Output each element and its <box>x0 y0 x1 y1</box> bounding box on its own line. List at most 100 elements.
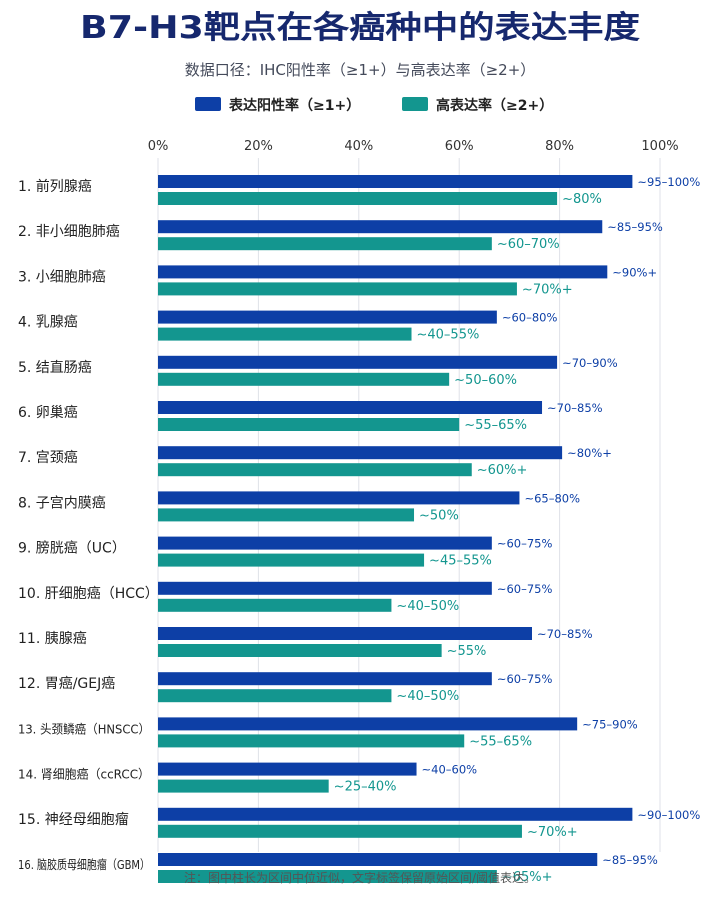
bar-high-expression-rate <box>158 237 492 251</box>
bar-positive-rate <box>158 355 558 369</box>
bar-positive-rate <box>158 762 417 776</box>
category-label: 3. 小细胞肺癌 <box>18 269 106 285</box>
data-label-positive-rate: ~60–75% <box>497 537 553 551</box>
category-row: 16. 脑胶质母细胞瘤（GBM） ~85–95% ~65%+ <box>18 853 658 885</box>
category-row: 12. 胃癌/GEJ癌 ~60–75% ~40–50% <box>18 672 552 704</box>
data-label-high-expression-rate: ~40–55% <box>417 328 480 343</box>
data-label-positive-rate: ~70–90% <box>562 356 618 370</box>
data-label-positive-rate: ~80%+ <box>567 446 612 460</box>
category-row: 15. 神经母细胞瘤 ~90–100% ~70%+ <box>18 807 700 840</box>
data-label-positive-rate: ~40–60% <box>422 763 478 777</box>
category-label: 12. 胃癌/GEJ癌 <box>18 676 115 692</box>
bar-positive-rate <box>158 401 543 414</box>
data-label-positive-rate: ~60–75% <box>497 672 553 686</box>
chart-subtitle: 数据口径：IHC阳性率（≥1+）与高表达率（≥2+） <box>185 61 536 79</box>
category-label: 1. 前列腺癌 <box>18 178 92 195</box>
data-label-positive-rate: ~70–85% <box>547 401 603 415</box>
bar-high-expression-rate <box>158 598 392 612</box>
bar-high-expression-rate <box>158 553 425 567</box>
category-label: 8. 子宫内膜癌 <box>18 495 106 511</box>
bars: 1. 前列腺癌 ~95–100% ~80% 2. 非小细胞肺癌 ~85–95% ~60–7… <box>18 175 700 885</box>
bar-high-expression-rate <box>158 824 522 838</box>
data-label-high-expression-rate: ~60–70% <box>497 237 560 252</box>
category-row: 10. 肝细胞癌（HCC） ~60–75% ~40–50% <box>18 581 552 614</box>
bar-positive-rate <box>158 446 563 460</box>
bar-positive-rate <box>158 310 497 324</box>
data-label-positive-rate: ~60–80% <box>502 311 558 325</box>
data-label-high-expression-rate: ~40–50% <box>396 599 459 614</box>
data-label-high-expression-rate: ~45–55% <box>429 554 492 569</box>
data-label-high-expression-rate: ~50–60% <box>454 373 517 388</box>
data-label-high-expression-rate: ~55–65% <box>464 418 527 433</box>
data-label-high-expression-rate: ~60%+ <box>477 463 528 478</box>
data-label-positive-rate: ~85–95% <box>602 853 658 867</box>
bar-high-expression-rate <box>158 644 442 657</box>
bar-high-expression-rate <box>158 734 465 748</box>
data-label-high-expression-rate: ~65%+ <box>502 870 553 885</box>
legend-swatch-positive <box>195 97 221 111</box>
data-label-positive-rate: ~90–100% <box>637 808 700 822</box>
bar-high-expression-rate <box>158 779 329 793</box>
legend-label-high: 高表达率（≥2+） <box>436 97 553 114</box>
category-label: 4. 乳腺癌 <box>18 315 78 331</box>
bar-positive-rate <box>158 265 608 279</box>
x-tick-label: 0% <box>148 139 169 154</box>
data-label-high-expression-rate: ~55–65% <box>469 734 532 749</box>
legend-swatch-high <box>402 97 428 111</box>
grid <box>157 158 661 852</box>
category-row: 14. 肾细胞癌（ccRCC） ~40–60% ~25–40% <box>18 762 478 795</box>
category-row: 1. 前列腺癌 ~95–100% ~80% <box>18 175 700 207</box>
data-label-high-expression-rate: ~25–40% <box>334 780 397 795</box>
x-tick-label: 80% <box>545 139 574 154</box>
bar-positive-rate <box>158 672 492 686</box>
category-row: 9. 膀胱癌（UC） ~60–75% ~45–55% <box>18 536 553 569</box>
bar-positive-rate <box>158 220 603 234</box>
bar-high-expression-rate <box>158 418 460 431</box>
data-label-high-expression-rate: ~70%+ <box>522 282 573 297</box>
data-label-high-expression-rate: ~80% <box>562 192 602 207</box>
bar-high-expression-rate <box>158 192 558 205</box>
bar-positive-rate <box>158 627 532 640</box>
legend-label-positive: 表达阳性率（≥1+） <box>228 97 360 114</box>
chart-title: B7-H3靶点在各癌种中的表达丰度 <box>80 10 640 46</box>
data-label-positive-rate: ~95–100% <box>637 175 700 189</box>
bar-positive-rate <box>158 807 633 821</box>
category-label: 6. 卵巢癌 <box>18 405 78 421</box>
category-row: 2. 非小细胞肺癌 ~85–95% ~60–70% <box>18 220 663 252</box>
category-row: 8. 子宫内膜癌 ~65–80% ~50% <box>18 491 580 523</box>
bar-high-expression-rate <box>158 508 415 522</box>
x-tick-label: 20% <box>244 139 273 154</box>
bar-high-expression-rate <box>158 463 472 477</box>
category-row: 7. 宫颈癌 ~80%+ ~60%+ <box>18 446 612 478</box>
x-tick-label: 40% <box>344 139 373 154</box>
x-tick-label: 100% <box>641 139 678 154</box>
category-row: 6. 卵巢癌 ~70–85% ~55–65% <box>18 401 603 433</box>
category-label: 7. 宫颈癌 <box>18 450 78 466</box>
category-label: 16. 脑胶质母细胞瘤（GBM） <box>18 857 150 872</box>
data-label-high-expression-rate: ~50% <box>419 508 459 523</box>
x-axis: 0% 20% 40% 60% 80% 100% <box>148 139 679 154</box>
category-label: 2. 非小细胞肺癌 <box>18 224 120 240</box>
category-label: 10. 肝细胞癌（HCC） <box>18 586 159 602</box>
category-row: 4. 乳腺癌 ~60–80% ~40–55% <box>18 310 558 343</box>
bar-high-expression-rate <box>158 372 450 386</box>
data-label-high-expression-rate: ~55% <box>447 644 487 659</box>
bar-high-expression-rate <box>158 327 412 341</box>
category-label: 11. 胰腺癌 <box>18 631 87 647</box>
bar-positive-rate <box>158 853 598 866</box>
bar-high-expression-rate <box>158 689 392 703</box>
bar-positive-rate <box>158 581 492 595</box>
data-label-high-expression-rate: ~70%+ <box>527 825 578 840</box>
bar-positive-rate <box>158 536 492 550</box>
x-tick-label: 60% <box>445 139 474 154</box>
category-label: 15. 神经母细胞瘤 <box>18 811 129 828</box>
category-row: 3. 小细胞肺癌 ~90%+ ~70%+ <box>18 265 657 297</box>
data-label-positive-rate: ~70–85% <box>537 627 593 641</box>
category-label: 14. 肾细胞癌（ccRCC） <box>18 767 150 782</box>
data-label-positive-rate: ~90%+ <box>612 265 657 279</box>
category-label: 5. 结直肠癌 <box>18 359 92 376</box>
category-label: 13. 头颈鳞癌（HNSCC） <box>18 721 150 736</box>
bar-positive-rate <box>158 491 520 505</box>
bar-high-expression-rate <box>158 282 517 296</box>
